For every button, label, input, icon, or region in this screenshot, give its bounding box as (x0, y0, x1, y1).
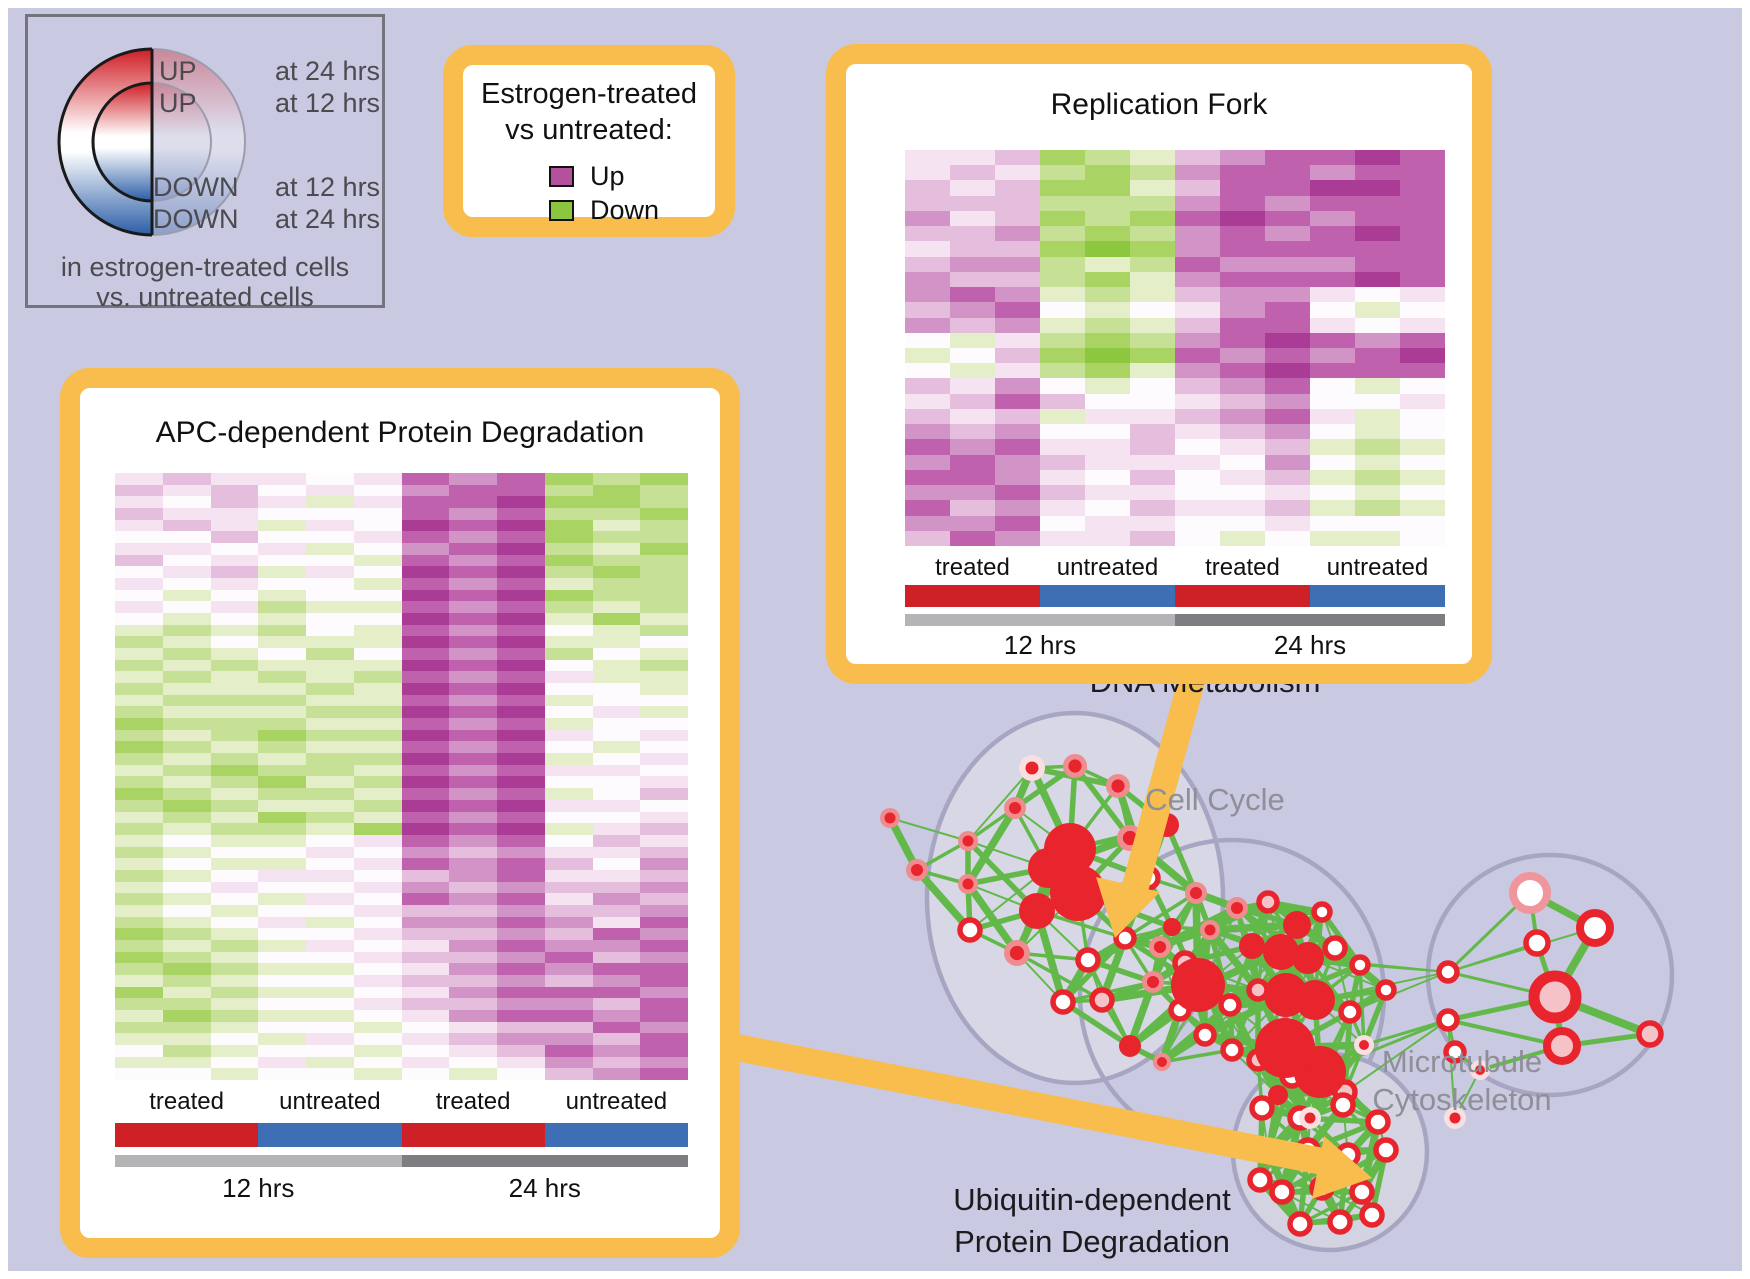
replication-fork-heatmap (905, 150, 1445, 546)
rf-cond-untreated-24: untreated (1326, 554, 1429, 581)
apc-untreated-bar-12 (258, 1123, 402, 1147)
legend-down-24-direction: DOWN (153, 204, 239, 234)
rf-treated-bar-24 (1175, 585, 1310, 607)
legend-up-24-direction: UP (159, 56, 197, 86)
rf-24hr-label: 24 hrs (1273, 630, 1347, 660)
down-label: Down (590, 195, 660, 225)
apc-cond-untreated-24: untreated (565, 1088, 668, 1115)
legend-down-12-time: at 12 hrs (275, 172, 381, 202)
estrogen-legend-title-line2: vs untreated: (505, 114, 673, 146)
legend-up-24-time: at 24 hrs (275, 56, 381, 86)
legend-footer-line1: in estrogen-treated cells (60, 252, 350, 282)
rf-untreated-bar-24 (1310, 585, 1445, 607)
apc-12hr-label: 12 hrs (222, 1173, 295, 1203)
apc-panel: APC-dependent Protein Degradation treate… (60, 368, 740, 1258)
apc-title: APC-dependent Protein Degradation (155, 416, 645, 449)
rf-12hr-bar (905, 614, 1175, 626)
rf-untreated-bar-12 (1040, 585, 1175, 607)
apc-heatmap (115, 473, 688, 1080)
apc-24hr-label: 24 hrs (508, 1173, 581, 1203)
legend-up-12-time: at 12 hrs (275, 88, 381, 118)
rf-cond-treated-24: treated (1205, 554, 1280, 581)
apc-treated-bar-12 (115, 1123, 259, 1147)
updown-gradient-legend-box: UP at 24 hrs UP at 12 hrs DOWN at 12 hrs… (25, 14, 385, 312)
replication-fork-title: Replication Fork (1050, 88, 1268, 121)
legend-down-24-time: at 24 hrs (275, 204, 381, 234)
rf-cond-treated-12: treated (935, 554, 1010, 581)
up-label: Up (590, 161, 625, 191)
estrogen-legend-title-line1: Estrogen-treated (480, 78, 697, 110)
apc-cond-treated-12: treated (149, 1088, 224, 1115)
apc-12hr-bar (115, 1155, 402, 1167)
apc-cond-untreated-12: untreated (279, 1088, 381, 1115)
legend-down-12-direction: DOWN (153, 172, 239, 202)
replication-fork-panel: Replication Fork treated untreated treat… (826, 44, 1492, 684)
apc-treated-bar-24 (401, 1123, 545, 1147)
rf-12hr-label: 12 hrs (1003, 630, 1077, 660)
estrogen-legend-box: Estrogen-treated vs untreated: Up Down (443, 45, 735, 237)
updown-gradient-rings-icon (57, 47, 246, 237)
rf-cond-untreated-12: untreated (1056, 554, 1159, 581)
rf-treated-bar-12 (905, 585, 1040, 607)
apc-untreated-bar-24 (544, 1123, 688, 1147)
rf-24hr-bar (1175, 614, 1445, 626)
legend-up-12-direction: UP (159, 88, 197, 118)
down-swatch-icon (549, 200, 574, 221)
up-swatch-icon (549, 166, 574, 187)
legend-footer-line2: vs. untreated cells (96, 282, 314, 312)
apc-24hr-bar (401, 1155, 688, 1167)
apc-cond-treated-24: treated (435, 1088, 511, 1115)
